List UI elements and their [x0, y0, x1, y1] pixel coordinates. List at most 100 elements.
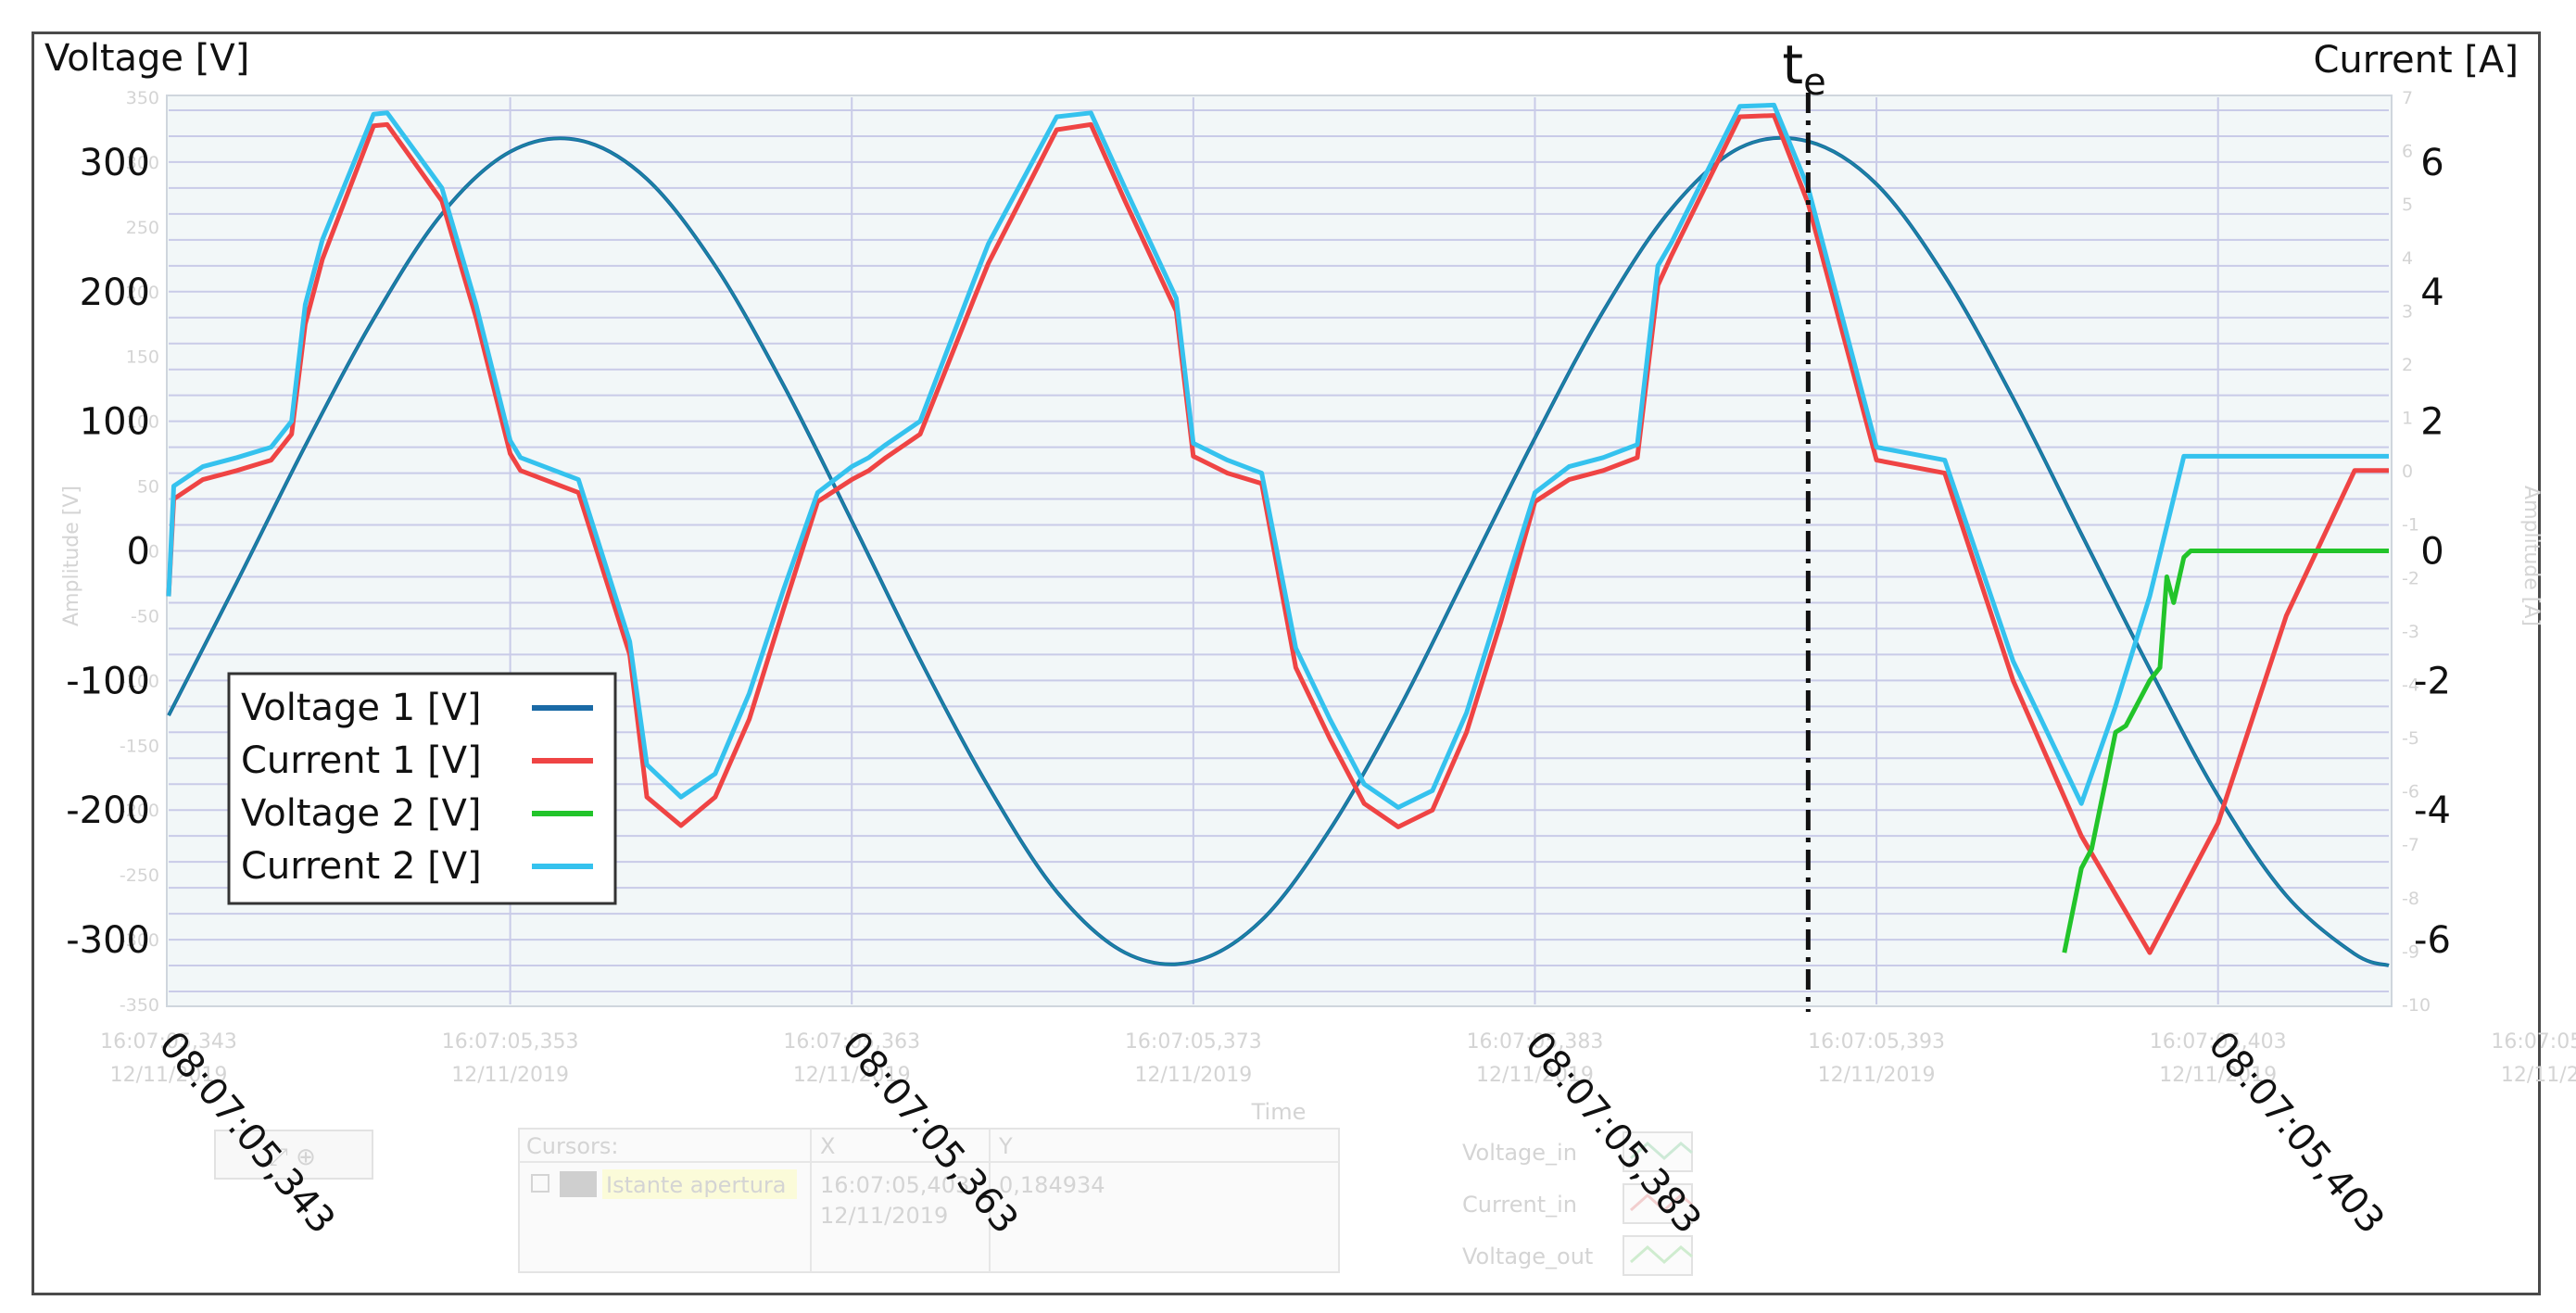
inner-x-tick-date: 12/11/2019 — [1476, 1064, 1594, 1087]
inner-x-tick-date: 12/11/2019 — [2501, 1064, 2576, 1087]
amplitude-v-label: Amplitude [V] — [60, 486, 83, 626]
inner-left-tick-label: -350 — [120, 995, 159, 1016]
inner-x-tick-date: 12/11/2019 — [793, 1064, 911, 1087]
y-left-tick-label: -300 — [66, 919, 150, 962]
inner-x-tick-date: 12/11/2019 — [1134, 1064, 1252, 1087]
inner-x-tick-date: 12/11/2019 — [2159, 1064, 2277, 1087]
inner-right-tick-label: 1 — [2402, 409, 2413, 429]
y-left-tick-label: 200 — [80, 271, 150, 314]
channel-swatch-icon — [1630, 1141, 1693, 1161]
inner-right-tick-label: -4 — [2402, 675, 2419, 695]
y-right-tick-label: 6 — [2420, 142, 2443, 184]
inner-x-tick-label: 16:07:05,343 — [100, 1030, 237, 1054]
inner-left-tick-label: -150 — [120, 736, 159, 756]
inner-right-tick-label: -7 — [2402, 835, 2419, 855]
inner-left-tick-label: -50 — [131, 606, 159, 626]
inner-right-tick-label: -1 — [2402, 515, 2419, 536]
series-voltage-1-shadow — [168, 137, 2390, 966]
inner-right-tick-label: -9 — [2402, 941, 2419, 962]
cursors-col-x: X — [820, 1133, 835, 1159]
cursor-x-value: 16:07:05,403 — [820, 1172, 969, 1198]
inner-left-tick-label: 300 — [126, 153, 159, 173]
cursors-col-y: Y — [998, 1133, 1013, 1159]
y-left-tick-label: 0 — [127, 531, 150, 574]
te-label: te — [1782, 33, 1825, 104]
inner-x-tick-date: 12/11/2019 — [1818, 1064, 1936, 1087]
cursor-expand-icon[interactable] — [531, 1174, 549, 1193]
y-right-tick-label: -4 — [2414, 789, 2451, 832]
y-right-tick-label: 0 — [2420, 531, 2443, 574]
x-tick-label: 08:07:05,403 — [2200, 1024, 2393, 1242]
inner-left-tick-label: 200 — [126, 283, 159, 303]
inner-x-tick-label: 16:07:05,353 — [442, 1030, 579, 1054]
inner-right-tick-label: 7 — [2402, 88, 2413, 108]
y-left-ticks: 300 200 100 0 -100 -200 -300 — [66, 142, 150, 962]
y-left-tick-label: 300 — [80, 142, 150, 184]
inner-right-tick-label: 0 — [2402, 461, 2413, 482]
cursor-item-name[interactable]: Istante apertura — [606, 1172, 786, 1198]
inner-left-ticks: 350 300 250 200 150 100 50 0 -50 -100 -150 -200 -250… — [120, 88, 159, 1016]
inner-left-tick-label: 0 — [148, 542, 159, 562]
series-layer — [166, 102, 2390, 967]
inner-right-tick-label: -10 — [2402, 995, 2431, 1016]
zoom-button[interactable] — [214, 1130, 373, 1180]
inner-x-tick-label: 16:07:05,403 — [2150, 1030, 2287, 1054]
cursor-x-date: 12/11/2019 — [820, 1203, 948, 1229]
cursors-panel — [518, 1128, 1340, 1273]
channel-swatch-icon — [1630, 1244, 1693, 1265]
series-voltage-2 — [2062, 549, 2389, 953]
inner-x-tick-label: 16:07:05,363 — [783, 1030, 920, 1054]
background-software-ui: 350300250200150100500-50-100-150-200-250… — [60, 88, 2576, 1276]
inner-left-tick-label: 100 — [126, 412, 159, 433]
inner-right-ticks: 7 6 5 4 3 2 1 0 -1 -2 -3 -4 -5 -6 -7 -8 -9 -10 — [2402, 88, 2431, 1016]
zoom-icon: ⤢ ⊕ — [269, 1143, 316, 1171]
series-current-1 — [166, 113, 2389, 955]
y-right-tick-label: -6 — [2414, 919, 2451, 962]
inner-left-tick-label: -200 — [120, 801, 159, 821]
y-left-tick-label: -100 — [66, 660, 150, 702]
channel-name[interactable]: Voltage_out — [1462, 1244, 1593, 1269]
inner-left-tick-label: 250 — [126, 218, 159, 238]
y-left-tick-label: 100 — [80, 401, 150, 444]
inner-left-tick-label: 150 — [126, 347, 159, 368]
inner-right-tick-label: -3 — [2402, 622, 2419, 642]
inner-x-tick-label: 16:07:05,383 — [1467, 1030, 1604, 1054]
time-label: Time — [1251, 1099, 1307, 1125]
inner-right-tick-label: -5 — [2402, 728, 2419, 749]
inner-x-tick-date: 12/11/2019 — [110, 1064, 228, 1087]
legend-label: Current 1 [V] — [241, 739, 482, 782]
cursor-y-value: 0,184934 — [999, 1172, 1105, 1198]
y-right-tick-label: 4 — [2420, 271, 2443, 314]
channel-name[interactable]: Current_in — [1462, 1192, 1577, 1218]
channel-name[interactable]: Voltage_in — [1462, 1140, 1577, 1166]
inner-left-tick-label: -100 — [120, 671, 159, 691]
legend-label: Voltage 2 [V] — [241, 792, 482, 835]
inner-right-tick-label: -8 — [2402, 889, 2419, 909]
y-left-title: Voltage [V] — [44, 37, 249, 80]
inner-right-tick-label: -6 — [2402, 782, 2419, 802]
te-marker: te — [1782, 33, 1826, 1012]
legend: Voltage 1 [V] Current 1 [V] Voltage 2 [V] C… — [227, 672, 617, 905]
y-left-tick-label: -200 — [66, 789, 150, 832]
cursors-title: Cursors: — [526, 1133, 618, 1159]
cursor-color-swatch — [560, 1171, 597, 1197]
inner-left-tick-label: 350 — [126, 88, 159, 108]
inner-right-tick-label: 3 — [2402, 301, 2413, 322]
y-right-tick-label: -2 — [2414, 660, 2451, 702]
inner-right-tick-label: -2 — [2402, 568, 2419, 588]
te-label-t: t — [1782, 33, 1803, 96]
inner-right-tick-label: 2 — [2402, 355, 2413, 375]
y-right-ticks: 6 4 2 0 -2 -4 -6 — [2414, 142, 2451, 962]
cursor-item-highlight — [602, 1169, 797, 1199]
inner-right-tick-label: 5 — [2402, 195, 2413, 215]
te-label-e: e — [1803, 61, 1826, 104]
inner-x-tick-label: 16:07:05,393 — [1808, 1030, 1945, 1054]
inner-x-tick-label: 16:07:05,373 — [1125, 1030, 1262, 1054]
inner-left-tick-label: -300 — [120, 930, 159, 951]
inner-x-ticks: 16:07:05,343 12/11/2019 16:07:05,353 12/11/… — [100, 1030, 2576, 1087]
legend-label: Current 2 [V] — [241, 845, 482, 888]
y-right-title: Current [A] — [2313, 39, 2519, 82]
inner-left-tick-label: 50 — [137, 477, 159, 498]
inner-right-tick-label: 6 — [2402, 142, 2413, 162]
